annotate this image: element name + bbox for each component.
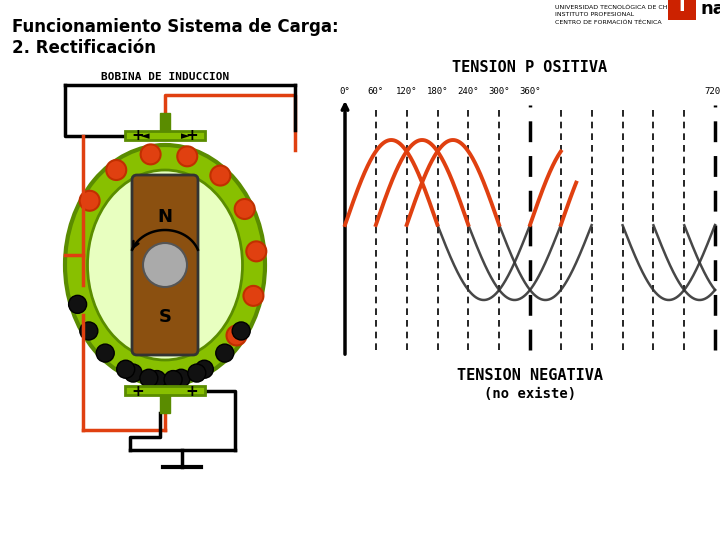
Text: 180°: 180° [427, 87, 449, 96]
Circle shape [164, 370, 182, 389]
Circle shape [68, 295, 86, 313]
Circle shape [148, 370, 166, 389]
Circle shape [140, 144, 161, 164]
Circle shape [232, 322, 250, 340]
Circle shape [80, 191, 99, 211]
Text: nacap: nacap [700, 0, 720, 18]
Text: (no existe): (no existe) [484, 387, 576, 401]
Circle shape [124, 364, 142, 382]
Text: 2. Rectificación: 2. Rectificación [12, 39, 156, 57]
Circle shape [216, 344, 234, 362]
Circle shape [188, 364, 206, 382]
Text: +: + [186, 129, 199, 144]
Circle shape [96, 344, 114, 362]
Text: +: + [186, 383, 199, 399]
FancyBboxPatch shape [132, 175, 198, 355]
Bar [160, 395, 170, 413]
Text: ◄: ◄ [140, 131, 149, 141]
Circle shape [80, 322, 98, 340]
Text: 300°: 300° [488, 87, 510, 96]
Text: 360°: 360° [519, 87, 541, 96]
Text: 720°: 720° [704, 87, 720, 96]
Bar [160, 113, 170, 131]
Circle shape [107, 160, 126, 180]
Text: Funcionamiento Sistema de Carga:: Funcionamiento Sistema de Carga: [12, 18, 338, 36]
Text: +: + [132, 129, 145, 144]
Circle shape [235, 199, 255, 219]
Circle shape [140, 369, 158, 387]
Text: 120°: 120° [396, 87, 418, 96]
Circle shape [227, 326, 246, 346]
Bar [125, 131, 205, 140]
Text: N: N [158, 208, 173, 226]
Text: UNIVERSIDAD TECNOLÓGICA DE CHILE
INSTITUTO PROFESIONAL
CENTRO DE FORMACIÓN TÉCNI: UNIVERSIDAD TECNOLÓGICA DE CHILE INSTITU… [555, 5, 677, 25]
Ellipse shape [88, 170, 243, 360]
Text: 0°: 0° [340, 87, 351, 96]
Text: ►: ► [181, 131, 189, 141]
Text: 240°: 240° [458, 87, 479, 96]
Circle shape [177, 146, 197, 166]
Text: TENSION NEGATIVA: TENSION NEGATIVA [457, 368, 603, 383]
Circle shape [195, 360, 213, 378]
Bar [125, 386, 205, 395]
Text: I: I [679, 0, 685, 15]
Bar [668, 0, 696, 20]
Circle shape [210, 166, 230, 186]
Circle shape [243, 286, 264, 306]
Ellipse shape [65, 145, 265, 385]
Text: S: S [158, 308, 171, 326]
Text: TENSION P OSITIVA: TENSION P OSITIVA [452, 60, 608, 75]
Text: 60°: 60° [368, 87, 384, 96]
Text: +: + [132, 383, 145, 399]
Circle shape [172, 369, 190, 387]
Text: BOBINA DE INDUCCION: BOBINA DE INDUCCION [101, 72, 229, 82]
Circle shape [117, 360, 135, 378]
Circle shape [246, 241, 266, 261]
Circle shape [143, 243, 187, 287]
